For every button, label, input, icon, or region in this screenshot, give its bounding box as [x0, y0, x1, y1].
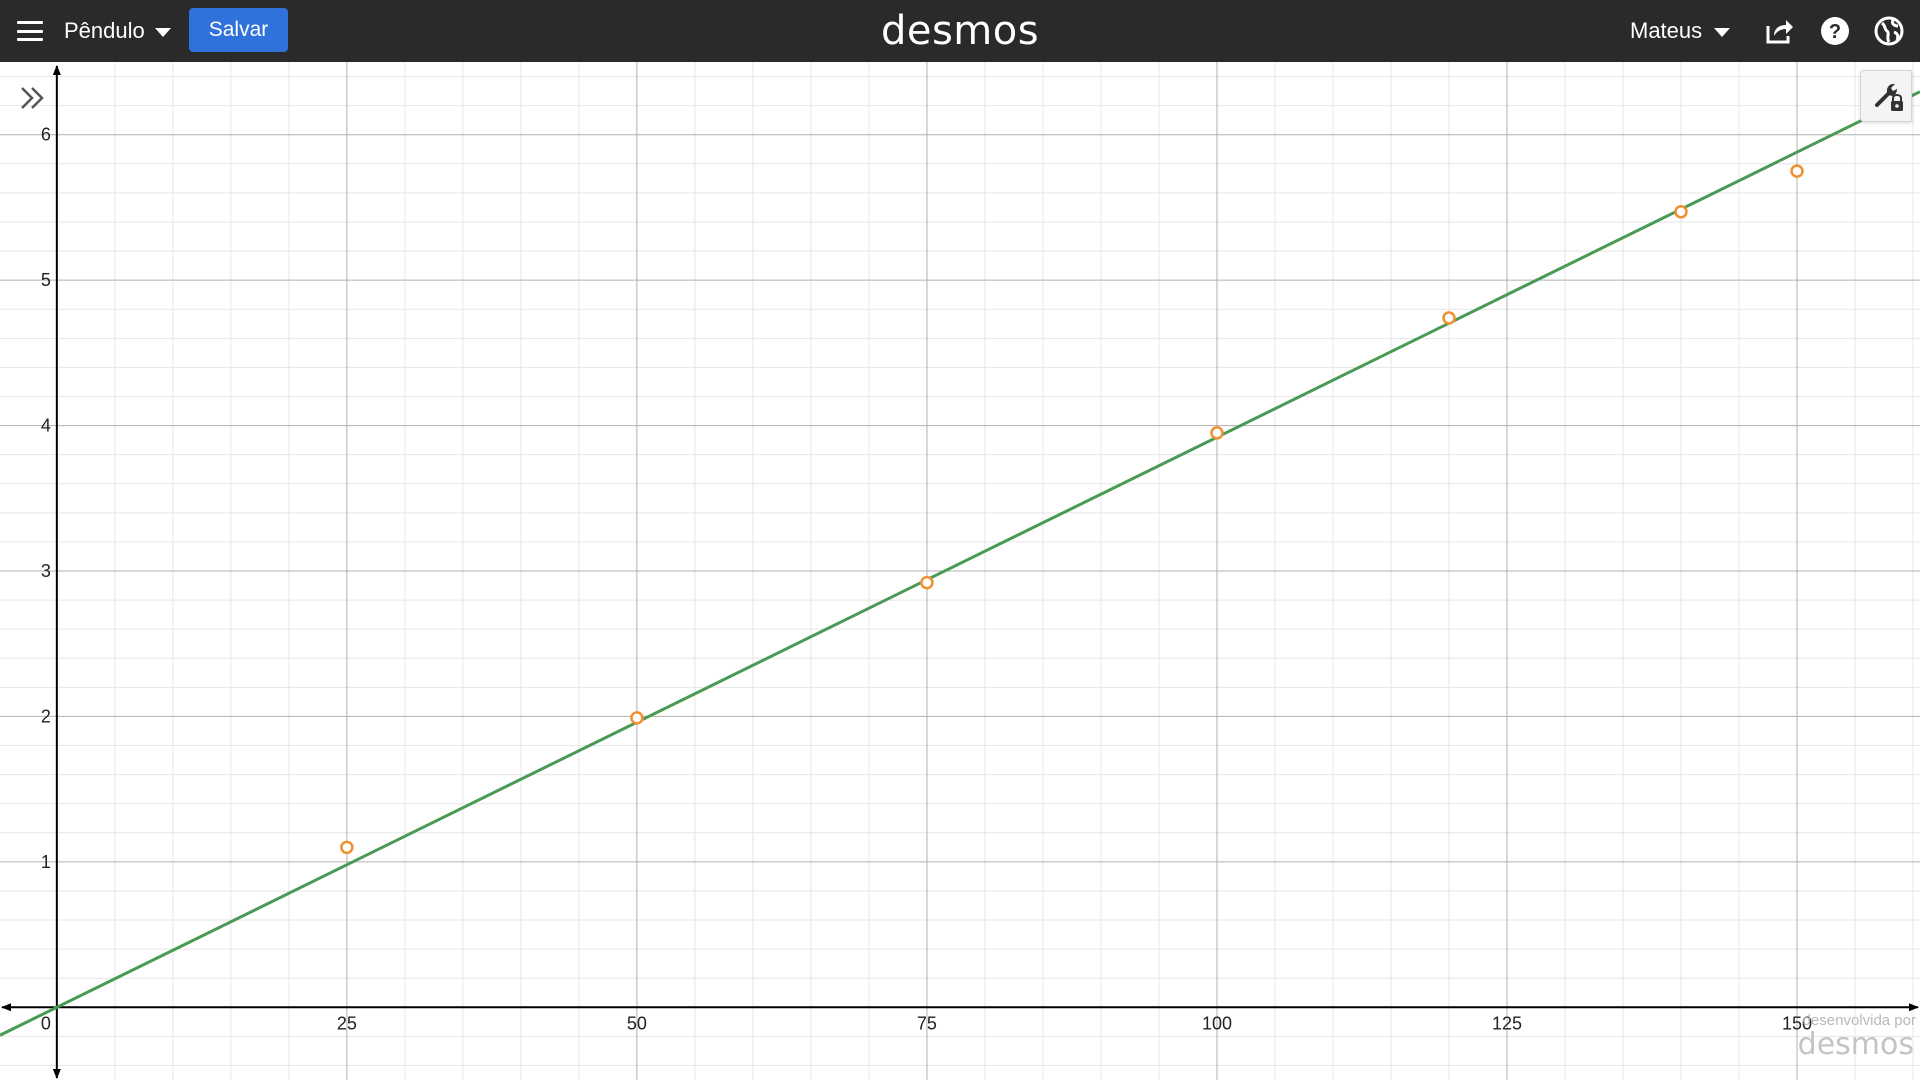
x-tick-label: 150: [1782, 1013, 1812, 1033]
double-chevron-right-icon[interactable]: [14, 80, 50, 116]
data-point[interactable]: [920, 575, 934, 590]
svg-text:?: ?: [1829, 21, 1841, 43]
top-bar: Pêndulo Salvar desmos Mateus ?: [0, 0, 1920, 62]
x-tick-label: 75: [917, 1013, 937, 1033]
major-grid: [0, 62, 1920, 1080]
save-button[interactable]: Salvar: [189, 8, 288, 52]
data-point[interactable]: [630, 711, 644, 725]
y-tick-label: 2: [41, 706, 51, 726]
y-tick-label: 3: [41, 561, 51, 581]
globe-icon[interactable]: [1872, 14, 1906, 48]
data-point[interactable]: [1442, 311, 1456, 325]
data-point[interactable]: [340, 840, 354, 855]
axes: [1, 65, 1919, 1079]
graph-title-dropdown[interactable]: Pêndulo: [64, 0, 171, 62]
data-points[interactable]: [340, 164, 1804, 855]
share-icon[interactable]: [1762, 14, 1796, 48]
origin-label: 0: [41, 1013, 51, 1033]
desmos-logo: desmos: [880, 8, 1040, 54]
y-tick-label: 1: [41, 852, 51, 872]
help-icon[interactable]: ?: [1818, 14, 1852, 48]
graph-canvas[interactable]: 25 50 75 100 125 150 1 2 3 4 5 6 0 desenvolvida por …: [0, 62, 1920, 1080]
regression-line-path[interactable]: [0, 90, 1920, 1037]
y-tick-label: 5: [41, 270, 51, 290]
graph-settings-button[interactable]: [1860, 70, 1912, 122]
x-tick-label: 100: [1202, 1013, 1232, 1033]
y-tick-label: 4: [41, 416, 51, 436]
x-tick-label: 50: [627, 1013, 647, 1033]
data-point[interactable]: [1210, 426, 1224, 440]
x-tick-label: 125: [1492, 1013, 1522, 1033]
chevron-down-icon: [1714, 27, 1731, 37]
data-point[interactable]: [1790, 164, 1804, 178]
user-menu[interactable]: Mateus: [1630, 0, 1731, 62]
x-tick-label: 25: [337, 1013, 357, 1033]
graph-svg[interactable]: 25 50 75 100 125 150 1 2 3 4 5 6 0: [0, 62, 1920, 1080]
y-tick-label: 6: [41, 125, 51, 145]
data-point[interactable]: [1674, 205, 1688, 219]
user-name: Mateus: [1630, 18, 1703, 43]
graph-title: Pêndulo: [64, 18, 145, 43]
hamburger-icon[interactable]: [14, 0, 46, 62]
regression-line[interactable]: [0, 90, 1920, 1037]
chevron-down-icon: [154, 27, 171, 37]
tick-labels: 25 50 75 100 125 150 1 2 3 4 5 6 0: [41, 125, 1812, 1034]
wrench-lock-icon: [1875, 83, 1903, 111]
